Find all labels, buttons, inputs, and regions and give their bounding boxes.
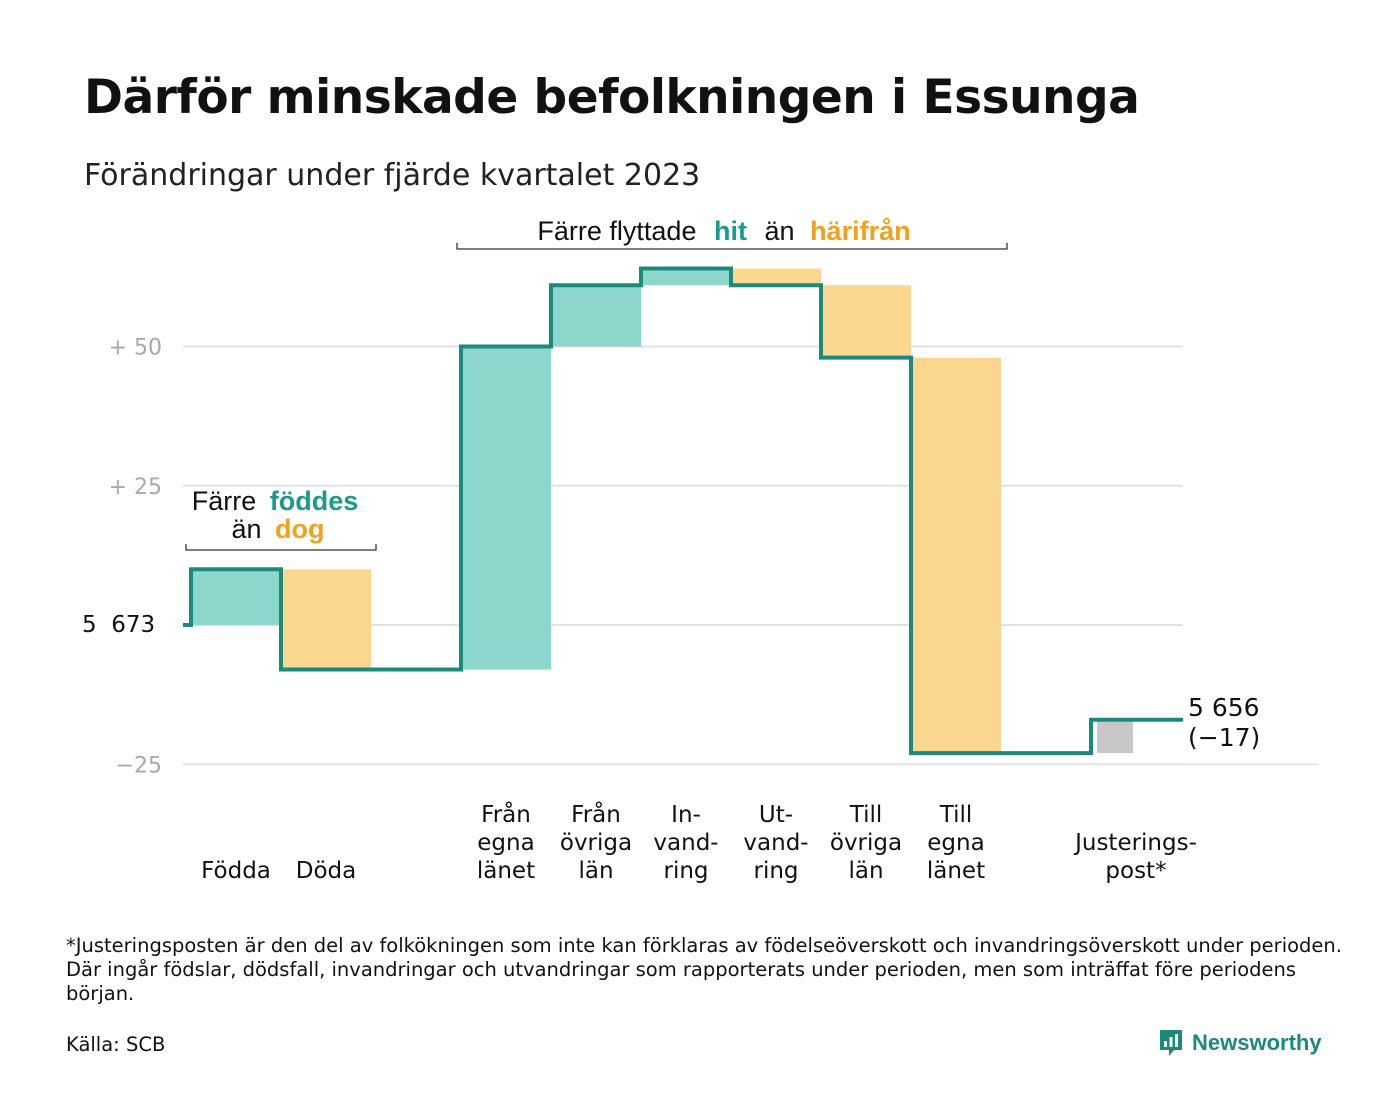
- bar-4: [551, 285, 641, 347]
- annotation-births-pre: Färre: [192, 486, 257, 516]
- annotation-births: Färre föddes än dog: [185, 486, 377, 551]
- bar-0: [191, 569, 281, 625]
- annotations: Färre föddes än dog Färre flyttade hit ä…: [185, 216, 1008, 551]
- brand-name: Newsworthy: [1192, 1030, 1322, 1055]
- bars: [191, 268, 1133, 754]
- x-label-3: länet: [477, 858, 535, 884]
- brand-logo: Newsworthy: [1158, 1028, 1322, 1058]
- x-label-0: Födda: [201, 858, 271, 884]
- annotation-births-post2: dog: [275, 514, 324, 544]
- bar-5: [641, 268, 731, 286]
- x-label-1: Döda: [296, 858, 356, 884]
- x-label-8: Till: [939, 802, 973, 828]
- x-label-3: egna: [477, 830, 534, 856]
- annotation-moves: Färre flyttade hit än härifrån: [456, 216, 1008, 250]
- end-change: (−17): [1188, 723, 1260, 752]
- annotation-births-post1: än: [231, 514, 261, 544]
- x-label-8: länet: [927, 858, 985, 884]
- y-tick-label: + 25: [109, 475, 162, 500]
- x-label-7: övriga: [830, 830, 902, 856]
- footnote: *Justeringsposten är den del av folkökni…: [66, 934, 1342, 1005]
- x-label-10: Justerings-: [1073, 830, 1197, 856]
- bar-3: [461, 346, 551, 670]
- newsworthy-icon: [1160, 1030, 1182, 1056]
- bar-7: [821, 285, 911, 358]
- x-axis-labels: Födda DödaFrånegnalänetFrånövrigalänIn-va…: [201, 800, 1197, 884]
- x-label-10: post*: [1105, 858, 1166, 884]
- x-label-5: In-: [671, 802, 701, 828]
- svg-text:Färre flyttade hit: Färre flyttade hit än härifrån: [537, 216, 910, 246]
- x-label-6: Ut-: [759, 802, 793, 828]
- x-label-8: egna: [927, 830, 984, 856]
- x-label-7: Till: [849, 802, 883, 828]
- running-total-line: [183, 266, 1183, 756]
- bar-8: [911, 357, 1001, 754]
- bar-1: [281, 569, 371, 670]
- x-label-3: Från: [481, 800, 531, 828]
- y-tick-label: −25: [116, 753, 162, 778]
- annotation-births-bracket: [185, 544, 377, 551]
- gridlines: [183, 345, 1318, 766]
- y-tick-label: + 50: [109, 336, 162, 361]
- annotation-moves-post1: än: [765, 216, 795, 246]
- chart-subtitle: Förändringar under fjärde kvartalet 2023: [84, 158, 701, 193]
- y-axis-ticks: + 50 + 25 −25: [109, 336, 162, 779]
- annotation-moves-mid: hit: [714, 216, 747, 246]
- bar-10: [1097, 719, 1133, 754]
- x-label-5: ring: [663, 858, 708, 884]
- x-label-5: vand-: [653, 830, 718, 856]
- annotation-moves-pre: Färre flyttade: [537, 216, 696, 246]
- x-label-4: övriga: [560, 830, 632, 856]
- svg-text:Färre föddes: Färre föddes: [192, 486, 359, 516]
- x-label-4: Från: [571, 800, 621, 828]
- end-value: 5 656: [1188, 693, 1260, 722]
- x-label-6: ring: [753, 858, 798, 884]
- chart-title: Därför minskade befolkningen i Essunga: [84, 70, 1140, 125]
- svg-text:än dog: än dog: [231, 514, 324, 544]
- source-label: Källa: SCB: [66, 1033, 166, 1056]
- end-value-label: 5 656 (−17): [1188, 693, 1260, 752]
- bar-6: [731, 268, 821, 286]
- x-label-7: län: [848, 858, 883, 884]
- annotation-moves-post2: härifrån: [810, 216, 911, 246]
- x-label-6: vand-: [743, 830, 808, 856]
- annotation-moves-bracket: [456, 243, 1008, 250]
- x-label-4: län: [578, 858, 613, 884]
- annotation-births-mid: föddes: [270, 486, 359, 516]
- waterfall-chart: + 50+ 25−25 Födda DödaFrånegnalänetFrånöv…: [82, 216, 1318, 884]
- base-value-label: 5 673: [82, 612, 155, 638]
